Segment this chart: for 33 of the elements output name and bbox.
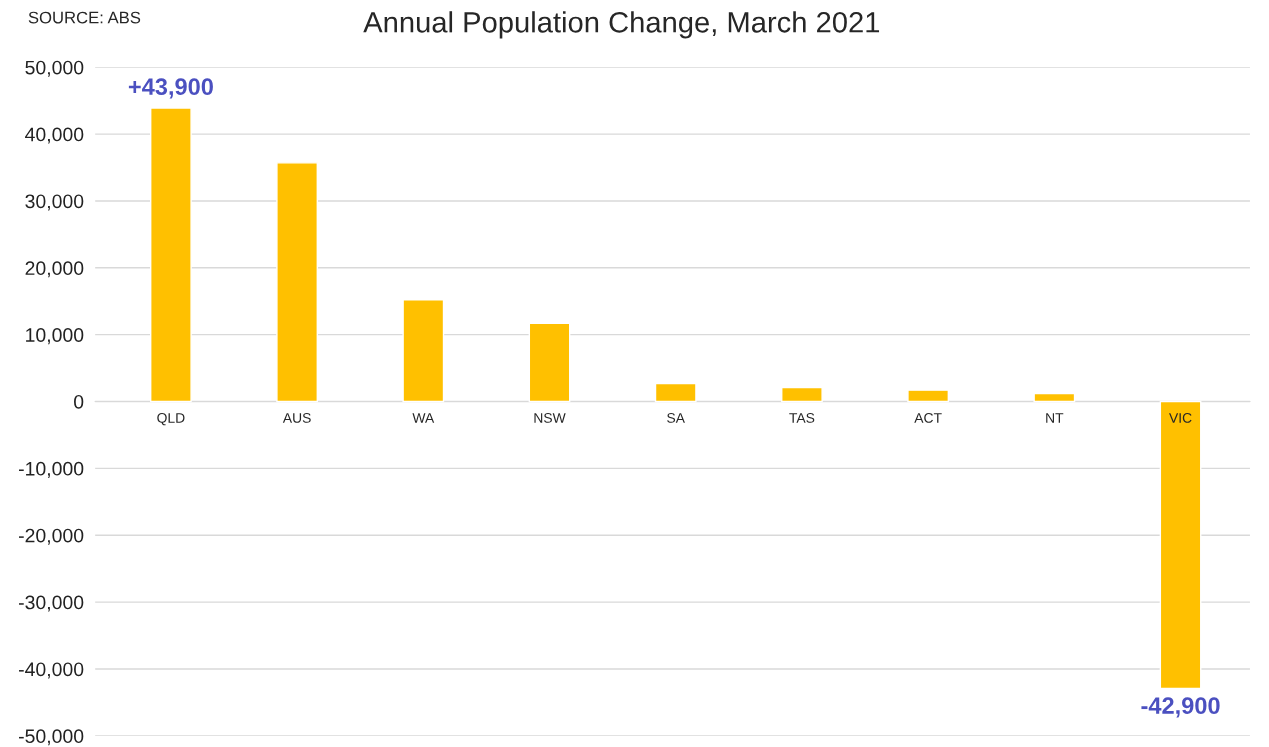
y-tick-label: -10,000 xyxy=(18,461,84,478)
y-tick-label: -50,000 xyxy=(18,729,84,746)
x-tick-label: SA xyxy=(667,412,685,423)
y-tick-label: 30,000 xyxy=(25,194,84,211)
x-tick-label: WA xyxy=(412,413,435,423)
y-tick-label: -20,000 xyxy=(18,528,84,545)
data-label: -42,900 xyxy=(1141,697,1220,718)
y-tick-label: -30,000 xyxy=(18,595,84,612)
bar xyxy=(150,107,192,403)
bar xyxy=(276,162,318,403)
source-note: SOURCE: ABS xyxy=(28,11,141,24)
y-tick-label: -40,000 xyxy=(18,662,84,679)
bar xyxy=(402,299,445,403)
x-tick-label: QLD xyxy=(157,412,185,426)
bar xyxy=(1159,400,1202,690)
x-tick-label: ACT xyxy=(914,412,942,423)
bar xyxy=(781,386,823,403)
x-tick-label: TAS xyxy=(789,412,815,423)
y-tick-label: 50,000 xyxy=(25,60,84,77)
y-tick-label: 0 xyxy=(74,394,84,409)
chart-title: Annual Population Change, March 2021 xyxy=(363,11,880,39)
x-tick-label: NT xyxy=(1046,413,1064,423)
data-label: +43,900 xyxy=(128,78,213,99)
y-tick-label: 20,000 xyxy=(25,261,84,278)
bar xyxy=(654,382,697,403)
x-tick-label: AUS xyxy=(282,412,311,423)
x-tick-label: NSW xyxy=(534,412,566,423)
y-tick-label: 40,000 xyxy=(25,127,84,144)
x-tick-label: VIC xyxy=(1169,412,1192,423)
bar xyxy=(1033,392,1076,403)
bar xyxy=(528,322,571,403)
y-tick-label: 10,000 xyxy=(26,328,84,345)
bar xyxy=(907,389,950,403)
